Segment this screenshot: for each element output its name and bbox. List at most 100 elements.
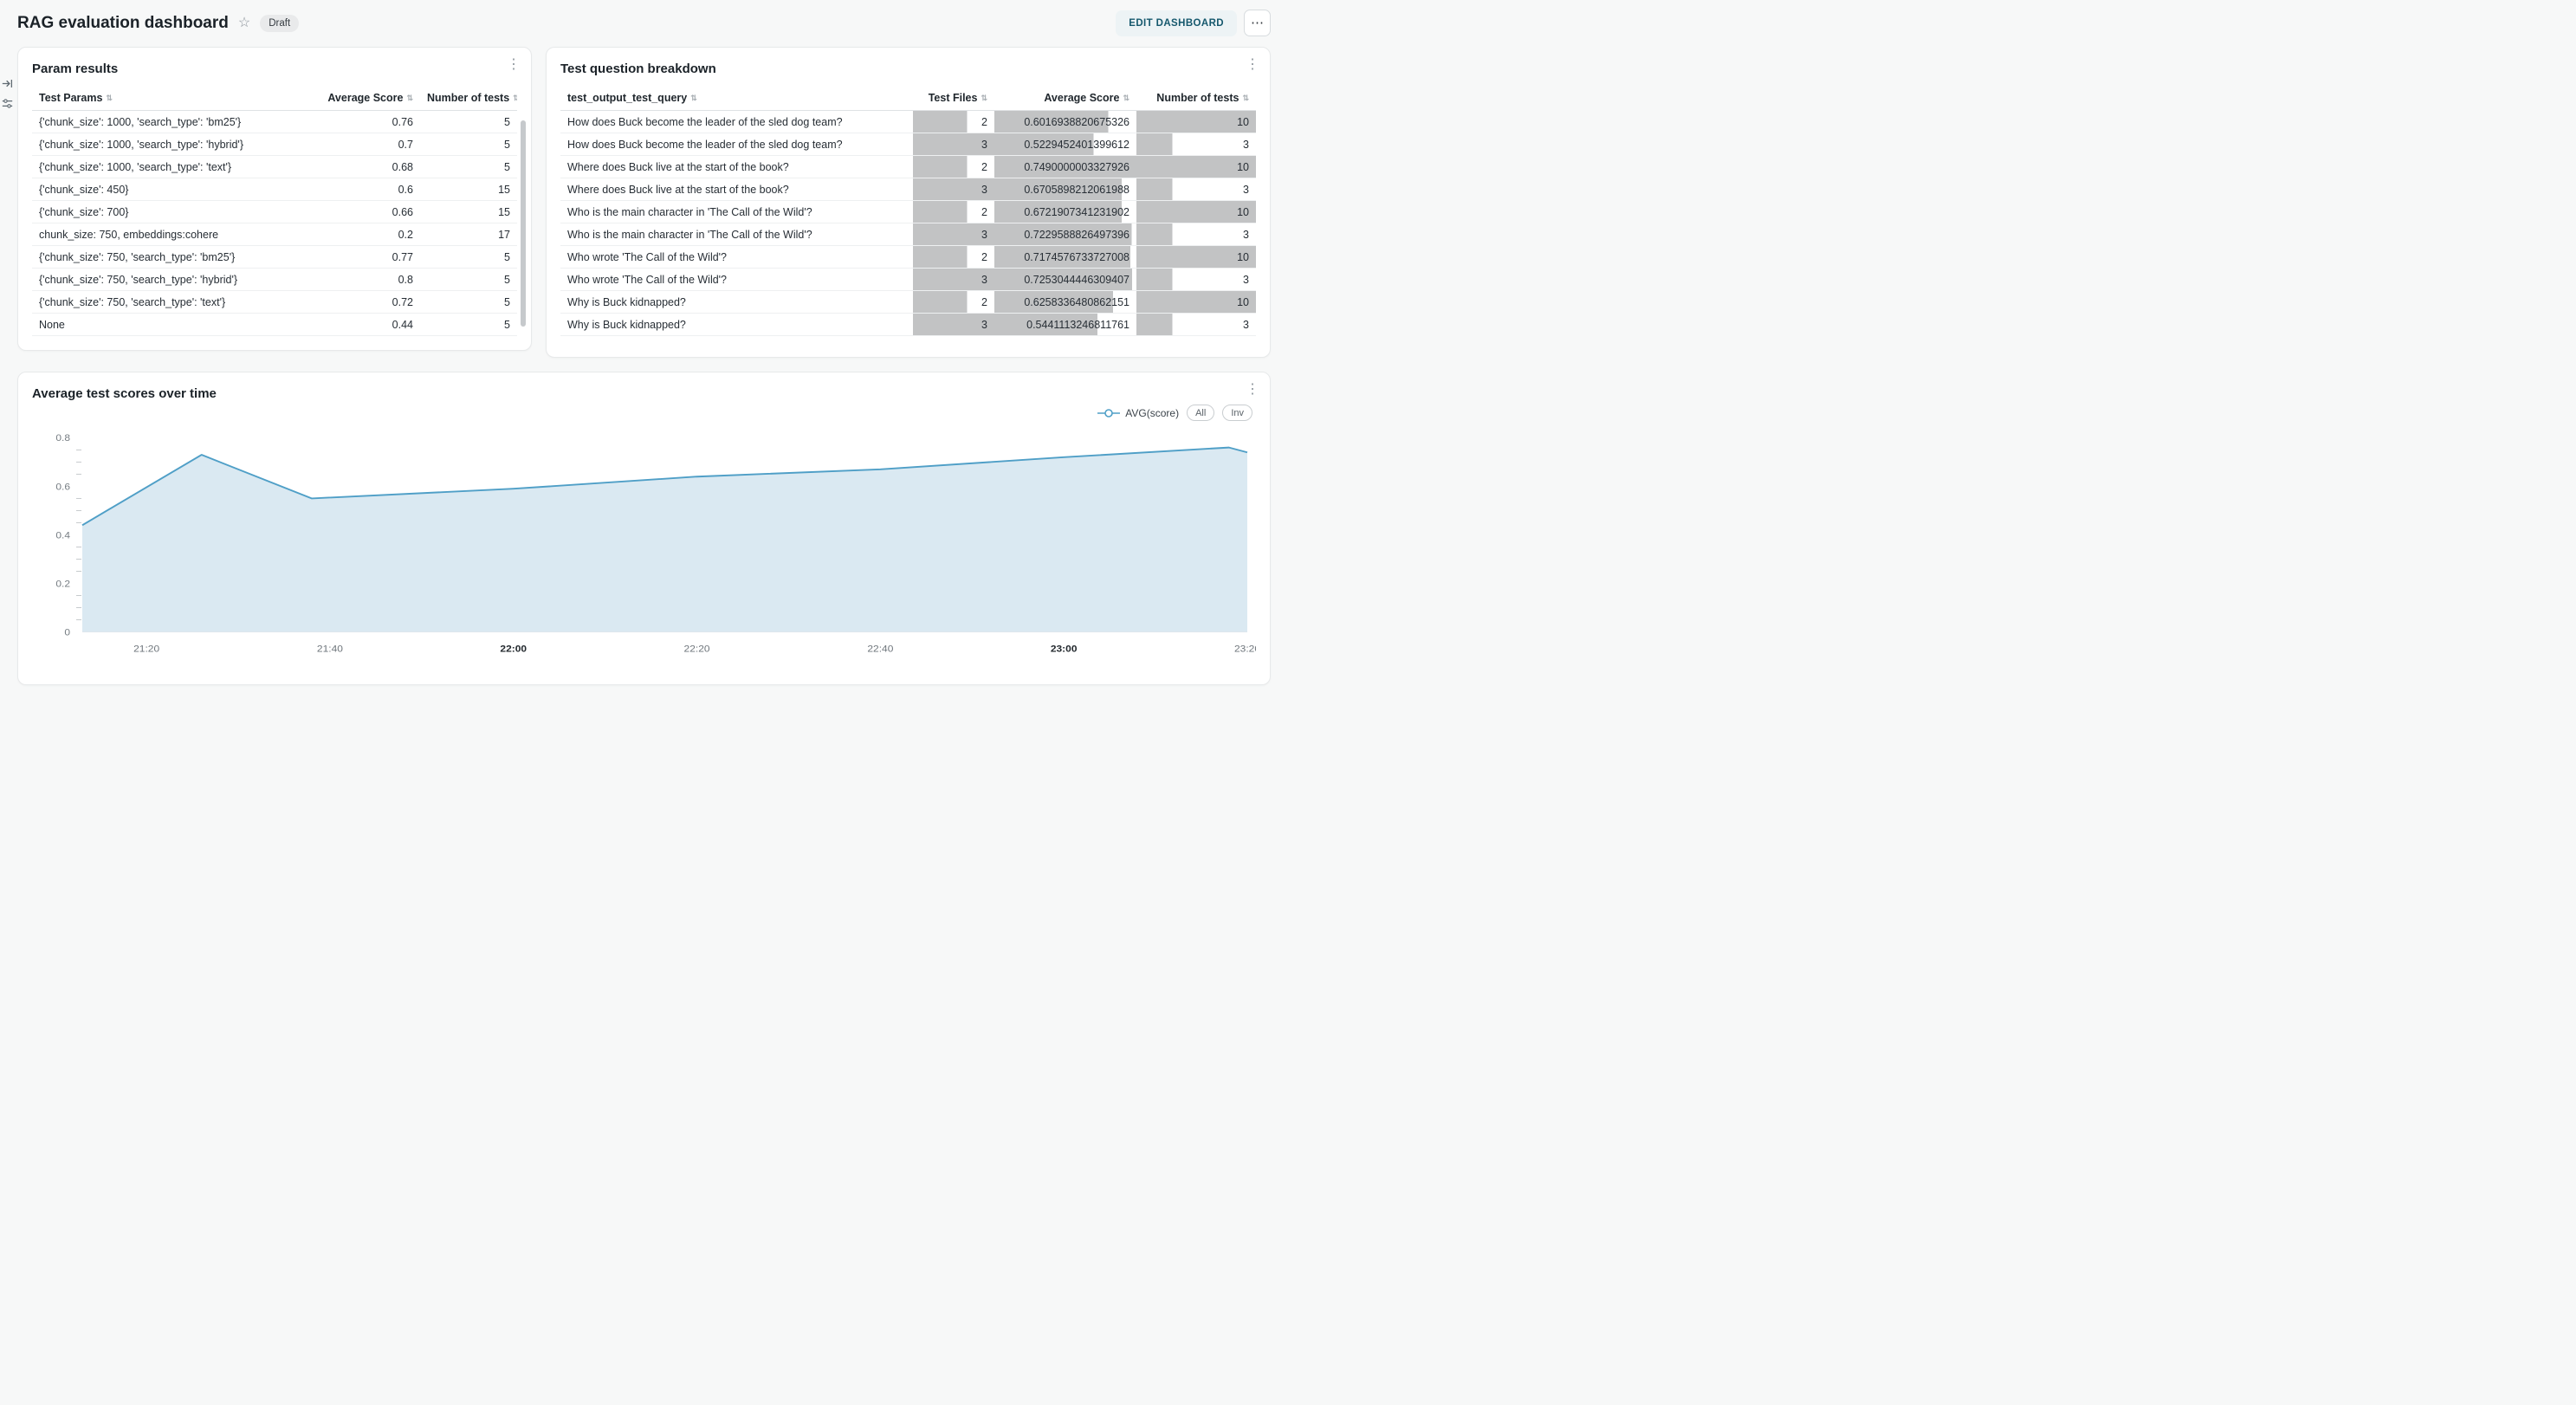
more-options-button[interactable]: ⋯ xyxy=(1244,10,1271,36)
table-row: {'chunk_size': 750, 'search_type': 'text… xyxy=(32,290,517,314)
table-cell: 2 xyxy=(913,155,994,178)
table-cell: 0.72 xyxy=(314,290,420,314)
card-title: Test question breakdown xyxy=(560,62,716,76)
table-cell: 0.5229452401399612 xyxy=(994,133,1136,156)
card-title: Average test scores over time xyxy=(32,386,217,401)
column-header-average-score[interactable]: Average Score ⇅ xyxy=(994,86,1136,111)
scores-over-time-card: Average test scores over time ⋮ AVG(scor… xyxy=(17,372,1271,685)
sort-icon[interactable]: ⇅ xyxy=(690,94,697,102)
table-cell: 17 xyxy=(420,223,517,246)
table-row: How does Buck become the leader of the s… xyxy=(560,133,1256,156)
table-cell: 3 xyxy=(1136,223,1256,246)
column-header-average-score[interactable]: Average Score ⇅ xyxy=(314,86,420,111)
table-cell: 2 xyxy=(913,110,994,133)
column-header-test-params[interactable]: Test Params ⇅ xyxy=(32,86,314,111)
card-menu-button[interactable]: ⋮ xyxy=(507,58,521,72)
column-header-number-of-tests[interactable]: Number of tests⇅ xyxy=(420,86,517,111)
table-cell: 2 xyxy=(913,200,994,223)
table-cell: 10 xyxy=(1136,290,1256,314)
legend-inv-button[interactable]: Inv xyxy=(1222,405,1252,421)
legend-all-button[interactable]: All xyxy=(1187,405,1215,421)
table-cell: {'chunk_size': 1000, 'search_type': 'bm2… xyxy=(32,110,314,133)
table-cell: 5 xyxy=(420,245,517,269)
table-cell: Who wrote 'The Call of the Wild'? xyxy=(560,245,913,269)
kebab-menu-icon: ⋮ xyxy=(1246,382,1259,397)
table-cell: None xyxy=(32,313,314,336)
dashboard-body: Param results ⋮ Test Params ⇅ Average Sco… xyxy=(0,47,1288,685)
table-cell: 0.66 xyxy=(314,200,420,223)
column-label: Number of tests xyxy=(1156,92,1239,104)
table-cell: 10 xyxy=(1136,245,1256,269)
favorite-star-icon[interactable]: ☆ xyxy=(237,15,251,30)
sort-icon[interactable]: ⇅ xyxy=(406,94,413,102)
column-label: Average Score xyxy=(1044,92,1120,104)
kebab-menu-icon: ⋮ xyxy=(1246,57,1259,72)
param-results-card: Param results ⋮ Test Params ⇅ Average Sco… xyxy=(17,47,532,351)
table-row: {'chunk_size': 750, 'search_type': 'hybr… xyxy=(32,268,517,291)
filter-icon xyxy=(2,99,13,108)
table-cell: {'chunk_size': 700} xyxy=(32,200,314,223)
table-header-row: Test Params ⇅ Average Score ⇅ Number of te… xyxy=(32,86,517,111)
table-row: {'chunk_size': 700} 0.66 15 xyxy=(32,200,517,223)
table-cell: 3 xyxy=(1136,313,1256,336)
table-cell: 0.76 xyxy=(314,110,420,133)
sort-icon[interactable]: ⇅ xyxy=(513,94,517,102)
table-header-row: test_output_test_query ⇅ Test Files ⇅ Aver… xyxy=(560,86,1256,111)
column-header-test-files[interactable]: Test Files ⇅ xyxy=(913,86,994,111)
sort-icon[interactable]: ⇅ xyxy=(106,94,113,102)
table-cell: 3 xyxy=(913,268,994,291)
table-cell: Where does Buck live at the start of the… xyxy=(560,178,913,201)
avg-score-area-chart: 0 0.2 0.4 0.6 0.8 21:20 21:40 22:00 22:20 22:40 23… xyxy=(55,432,1256,655)
kebab-menu-icon: ⋮ xyxy=(507,57,521,72)
svg-text:21:40: 21:40 xyxy=(317,644,343,655)
card-menu-button[interactable]: ⋮ xyxy=(1246,383,1259,397)
table-cell: 0.7174576733727008 xyxy=(994,245,1136,269)
column-label: test_output_test_query xyxy=(567,92,688,104)
left-rail xyxy=(2,78,13,109)
table-row: Who wrote 'The Call of the Wild'? 2 0.7174… xyxy=(560,245,1256,269)
table-cell: 0.7 xyxy=(314,133,420,156)
table-row: Who is the main character in 'The Call o… xyxy=(560,223,1256,246)
table-scrollbar[interactable] xyxy=(521,120,526,328)
table-cell: 5 xyxy=(420,110,517,133)
column-header-number-of-tests[interactable]: Number of tests⇅ xyxy=(1136,86,1256,111)
edit-dashboard-button[interactable]: EDIT DASHBOARD xyxy=(1116,10,1237,36)
table-cell: 5 xyxy=(420,133,517,156)
table-row: How does Buck become the leader of the s… xyxy=(560,110,1256,133)
table-row: {'chunk_size': 750, 'search_type': 'bm25… xyxy=(32,245,517,269)
card-menu-button[interactable]: ⋮ xyxy=(1246,58,1259,72)
table-cell: {'chunk_size': 750, 'search_type': 'text… xyxy=(32,290,314,314)
sort-icon[interactable]: ⇅ xyxy=(1123,94,1129,102)
table-cell: 3 xyxy=(913,223,994,246)
chart-legend: AVG(score) All Inv xyxy=(32,405,1252,421)
legend-label: AVG(score) xyxy=(1125,406,1180,419)
sort-icon[interactable]: ⇅ xyxy=(981,94,987,102)
svg-text:0.2: 0.2 xyxy=(55,579,70,590)
page-title: RAG evaluation dashboard xyxy=(17,13,229,32)
legend-item-avg-score[interactable]: AVG(score) xyxy=(1097,407,1179,419)
table-row: {'chunk_size': 1000, 'search_type': 'hyb… xyxy=(32,133,517,156)
table-cell: 2 xyxy=(913,245,994,269)
filter-button[interactable] xyxy=(2,98,13,109)
column-label: Average Score xyxy=(327,92,404,104)
ellipsis-icon: ⋯ xyxy=(1251,16,1264,30)
table-cell: {'chunk_size': 450} xyxy=(32,178,314,201)
svg-text:22:20: 22:20 xyxy=(684,644,710,655)
table-row: {'chunk_size': 1000, 'search_type': 'tex… xyxy=(32,155,517,178)
table-cell: 15 xyxy=(420,178,517,201)
table-row: Where does Buck live at the start of the… xyxy=(560,178,1256,201)
table-cell: 10 xyxy=(1136,200,1256,223)
table-cell: 0.2 xyxy=(314,223,420,246)
sort-icon[interactable]: ⇅ xyxy=(1242,94,1249,102)
svg-text:0.4: 0.4 xyxy=(55,530,70,541)
scrollbar-thumb[interactable] xyxy=(521,120,526,327)
table-cell: Who is the main character in 'The Call o… xyxy=(560,223,913,246)
collapse-panel-button[interactable] xyxy=(2,78,13,89)
table-cell: Who wrote 'The Call of the Wild'? xyxy=(560,268,913,291)
table-row: Who wrote 'The Call of the Wild'? 3 0.7253… xyxy=(560,268,1256,291)
column-header-test-output-test-query[interactable]: test_output_test_query ⇅ xyxy=(560,86,913,111)
table-cell: 0.7253044446309407 xyxy=(994,268,1136,291)
question-breakdown-card: Test question breakdown ⋮ test_output_te… xyxy=(546,47,1271,358)
table-cell: 0.44 xyxy=(314,313,420,336)
svg-text:22:40: 22:40 xyxy=(867,644,893,655)
